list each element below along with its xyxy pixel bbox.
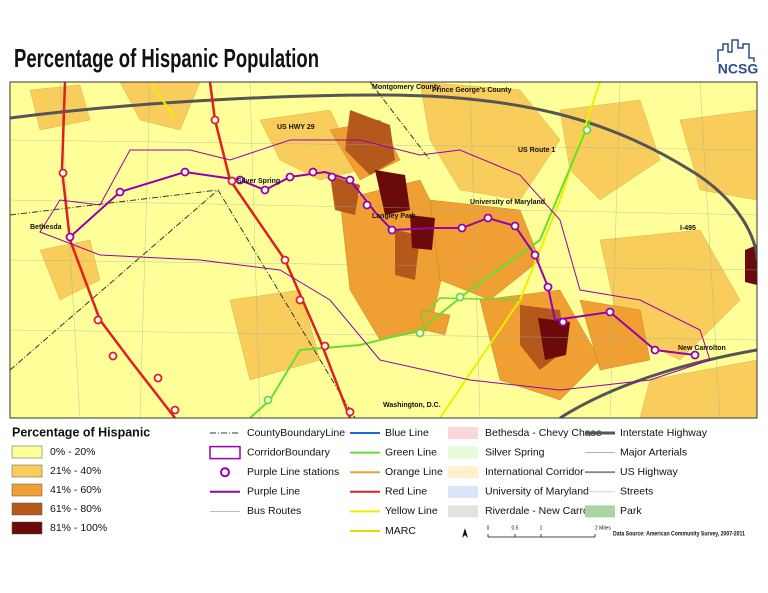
legend-label: 41% - 60% xyxy=(50,484,101,496)
layer-label: CorridorBoundary xyxy=(247,446,331,458)
layer-label: Major Arterials xyxy=(620,446,687,458)
layer-label: Orange Line xyxy=(385,466,443,478)
scale-label: 2 Miles xyxy=(595,525,611,531)
map-label: University of Maryland xyxy=(470,199,545,206)
data-source: Data Source: American Community Survey, … xyxy=(613,531,745,538)
legend-label: 81% - 100% xyxy=(50,522,107,534)
north-arrow xyxy=(462,528,468,538)
map-label: US HWY 29 xyxy=(277,124,315,131)
layer-label: Park xyxy=(620,505,642,517)
layer-swatch xyxy=(448,427,478,439)
layer-label: CountyBoundaryLine xyxy=(247,427,345,439)
legend-swatch xyxy=(11,502,43,516)
layer-label: Bethesda - Chevy Chase xyxy=(485,427,602,439)
scale-bar xyxy=(487,534,596,538)
layer-label: Yellow Line xyxy=(385,505,438,517)
legend-label: 61% - 80% xyxy=(50,503,101,515)
legend-swatch xyxy=(11,445,43,459)
layer-swatch xyxy=(448,505,478,518)
scale-label: 1 xyxy=(540,525,543,531)
legend-label: 21% - 40% xyxy=(50,465,101,477)
layer-swatch xyxy=(448,446,478,459)
map-label: Silver Spring xyxy=(237,178,280,185)
legend-swatch xyxy=(11,464,43,478)
layer-label: Interstate Highway xyxy=(620,427,708,439)
map-label: Langley Park xyxy=(372,213,416,220)
legend-title: Percentage of Hispanic xyxy=(12,425,150,439)
map-label: Montgomery County xyxy=(372,84,440,91)
layer-label: Green Line xyxy=(385,446,437,458)
map-label: Prince George's County xyxy=(432,87,512,94)
layer-label: Purple Line stations xyxy=(247,466,339,478)
layer-swatch xyxy=(448,485,478,498)
layer-label: Silver Spring xyxy=(485,446,545,458)
map xyxy=(10,82,757,418)
layer-label: Streets xyxy=(620,486,653,498)
logo: NCSG xyxy=(717,39,759,77)
layer-label: University of Maryland xyxy=(485,486,589,498)
layer-swatch xyxy=(220,467,230,478)
layer-label: Red Line xyxy=(385,486,427,498)
title: Percentage of Hispanic Population xyxy=(14,43,319,73)
layer-label: US Highway xyxy=(620,466,679,478)
scale-label: 0 xyxy=(487,525,490,531)
map-frame xyxy=(9,81,758,419)
map-label: I-495 xyxy=(680,225,696,232)
logo-text: NCSG xyxy=(718,61,759,77)
map-label: New Carrolton xyxy=(678,345,726,352)
layer-label: Purple Line xyxy=(247,486,300,498)
layer-label: Blue Line xyxy=(385,427,429,439)
map-label: Bethesda xyxy=(30,224,62,231)
layer-label: International Corridor xyxy=(485,466,584,478)
legend-swatch xyxy=(11,521,43,535)
map-label: US Route 1 xyxy=(518,147,555,154)
map-label: Washington, D.C. xyxy=(383,402,441,409)
layer-label: Riverdale - New Carrolton xyxy=(485,505,606,517)
layer-swatch xyxy=(448,466,478,479)
legend-label: 0% - 20% xyxy=(50,446,96,458)
layer-swatch xyxy=(209,445,241,460)
layer-label: Bus Routes xyxy=(247,505,301,517)
legend-swatch xyxy=(11,483,43,497)
layer-swatch xyxy=(585,505,615,518)
layer-label: MARC xyxy=(385,525,416,537)
scale-label: 0.5 xyxy=(512,525,519,531)
